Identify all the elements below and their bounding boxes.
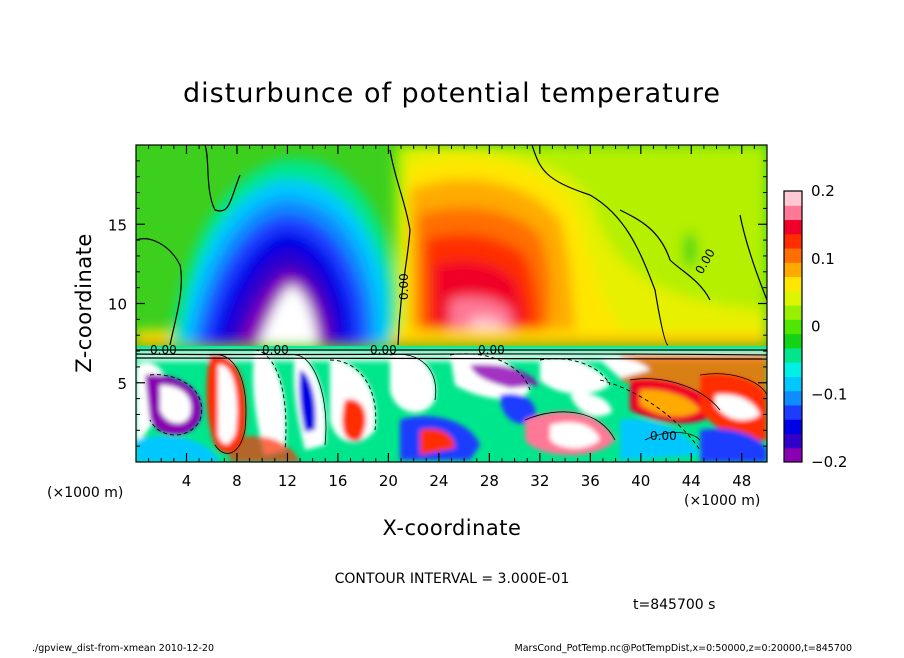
contour-label: 0.00 [150,343,177,357]
x-tick-label: 8 [232,472,242,490]
colorbar-tick-label: 0 [811,318,821,336]
y-tick-label: 10 [108,296,127,314]
colorbar-swatch [784,376,802,392]
colorbar-tick-label: −0.1 [811,385,847,403]
x-axis-label: X-coordinate [383,516,522,540]
x-tick-label: 24 [429,472,448,490]
x-tick-label: 36 [581,472,600,490]
colorbar-swatch [784,233,802,249]
colorbar-swatch [784,390,802,406]
colorbar-swatch [784,347,802,363]
contour-label: 0.00 [262,343,289,357]
upper-field [136,145,767,346]
colorbar-swatch [784,191,802,206]
x-tick-label: 48 [732,472,751,490]
colorbar-swatch [784,419,802,434]
colorbar [783,190,803,463]
x-tick-label: 20 [379,472,398,490]
colorbar-swatch [784,362,802,377]
y-tick-label: 15 [108,216,127,234]
y-axis-label: Z-coordinate [72,233,96,373]
chart-title: disturbunce of potential temperature [183,78,721,109]
colorbar-swatch [784,319,802,335]
x-tick-labels: 4 8 12 16 20 24 28 32 36 40 44 48 [182,472,752,490]
y-tick-label: 5 [117,375,127,393]
contour-label: 0.00 [478,343,505,357]
colorbar-swatch [784,404,802,420]
colorbar-frame [783,190,803,463]
x-tick-label: 4 [182,472,192,490]
footer-left: ./gpview_dist-from-xmean 2010-12-20 [32,643,214,654]
x-tick-label: 12 [278,472,297,490]
colorbar-swatch [784,433,802,449]
plot-area: 0.00 0.00 0.00 0.00 0.00 0.00 0.00 [136,145,767,462]
contour-lines-negative [149,349,701,451]
x-tick-label: 16 [328,472,347,490]
contour-label: 0.00 [650,429,677,443]
colorbar-tick-label: 0.1 [811,250,835,268]
x-tick-label: 40 [631,472,650,490]
colorbar-swatch [784,262,802,278]
y-unit-label: (×1000 m) [47,485,123,501]
x-tick-label: 28 [480,472,499,490]
contour-label: 0.00 [397,273,411,300]
lower-field [136,346,767,462]
colorbar-swatch [784,447,802,463]
colorbar-tick-label: −0.2 [811,453,847,471]
contour-lines [136,145,767,360]
colorbar-swatch [784,276,802,292]
x-unit-label: (×1000 m) [684,493,760,509]
y-tick-labels: 5 10 15 [108,216,127,393]
colorbar-swatch [784,219,802,235]
contour-label: 0.00 [370,343,397,357]
colorbar-tick-label: 0.2 [811,182,835,200]
time-label: t=845700 s [633,597,715,613]
colorbar-swatch [784,248,802,263]
colorbar-swatch [784,205,802,221]
contour-interval: CONTOUR INTERVAL = 3.000E-01 [335,571,570,587]
axis-ticks [136,145,767,462]
colorbar-ticks: 0.2 0.1 0 −0.1 −0.2 [811,182,847,471]
colorbar-swatch [784,305,802,320]
colorbar-swatch [784,333,802,349]
colorbar-swatch [784,290,802,306]
contour-lines-lower [209,353,767,454]
footer-right: MarsCond_PotTemp.nc@PotTempDist,x=0:5000… [515,643,852,654]
x-tick-label: 44 [682,472,701,490]
x-tick-label: 32 [530,472,549,490]
